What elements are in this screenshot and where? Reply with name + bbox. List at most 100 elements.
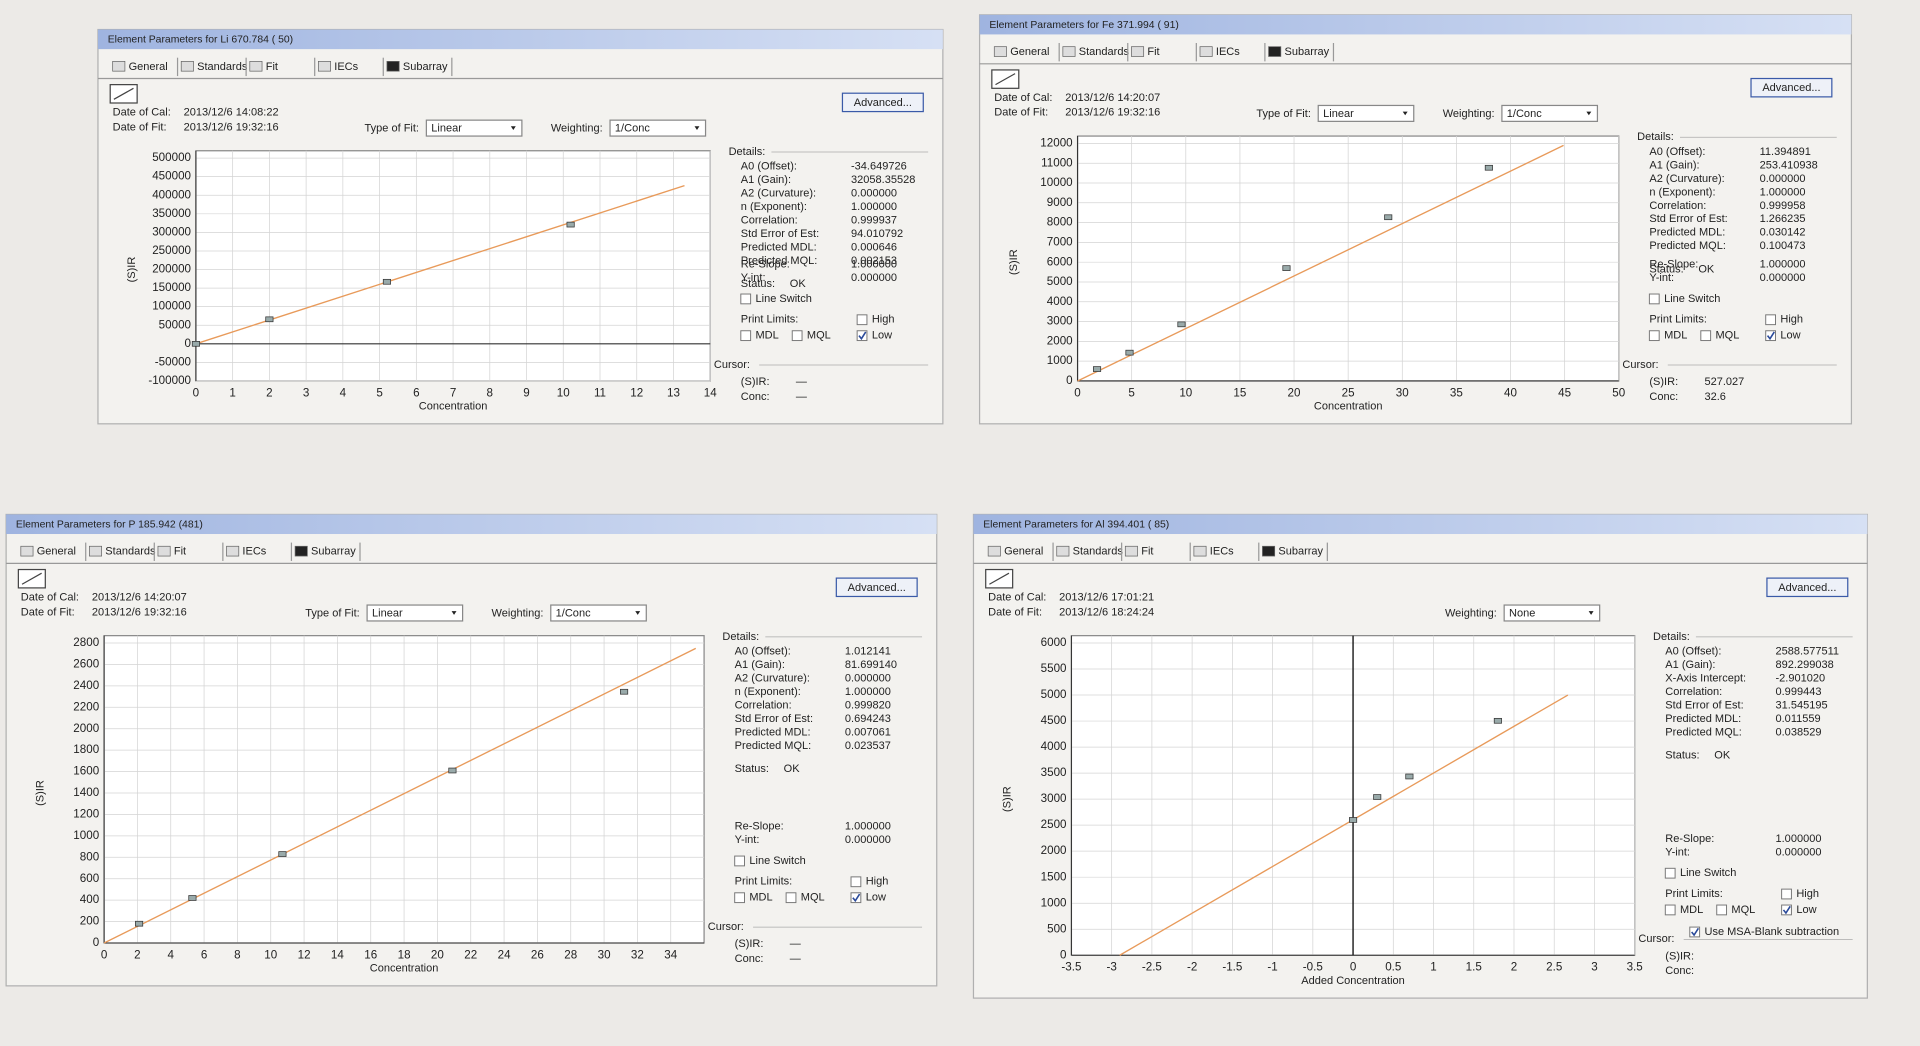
- tab[interactable]: IECs: [1193, 542, 1260, 561]
- high-checkbox[interactable]: [1765, 314, 1776, 326]
- tab-label: Subarray: [1284, 46, 1329, 58]
- label: Type of Fit:: [1256, 108, 1311, 120]
- label: Cursor:: [714, 359, 750, 371]
- weighting-dropdown[interactable]: 1/Conc: [609, 119, 707, 137]
- standard-point: [1092, 366, 1102, 372]
- x-tick-label: 14: [331, 948, 344, 961]
- mql-checkbox[interactable]: [791, 330, 803, 342]
- detail-value: 1.266235: [1760, 213, 1806, 225]
- tab-label: IECs: [242, 546, 266, 558]
- detail-value: 31.545195: [1776, 699, 1828, 711]
- fit-type-dropdown[interactable]: Linear: [425, 119, 523, 137]
- tab[interactable]: General: [993, 43, 1060, 62]
- high-checkbox[interactable]: [850, 876, 862, 888]
- tab[interactable]: Standards: [89, 542, 156, 561]
- y-tick-label: 500: [1047, 922, 1067, 935]
- label: High: [866, 876, 889, 888]
- line-switch-checkbox[interactable]: [1648, 293, 1660, 305]
- tab[interactable]: Fit: [249, 57, 316, 77]
- y-tick-label: 0: [1060, 948, 1067, 961]
- tab[interactable]: General: [112, 57, 179, 77]
- low-checkbox[interactable]: [1765, 330, 1776, 342]
- label: Re-Slope:: [735, 821, 784, 833]
- y-tick-label: 6000: [1047, 255, 1073, 268]
- label: Y-int:: [741, 272, 766, 284]
- tab[interactable]: Subarray: [294, 542, 361, 561]
- label: Print Limits:: [1665, 888, 1723, 900]
- line-switch-checkbox[interactable]: [1664, 867, 1676, 879]
- checkbox-box: [1664, 904, 1676, 916]
- checkbox-box: [740, 293, 752, 305]
- standard-point: [1484, 164, 1493, 171]
- status-value: OK: [790, 278, 807, 290]
- checkmark: [852, 893, 861, 903]
- date-fit: 2013/12/6 19:32:16: [184, 121, 279, 133]
- x-axis-label: Added Concentration: [1301, 975, 1404, 987]
- msa-checkbox[interactable]: [1689, 926, 1701, 938]
- high-checkbox[interactable]: [856, 314, 868, 326]
- mdl-checkbox[interactable]: [734, 892, 745, 904]
- label: Cursor:: [708, 921, 744, 933]
- tab[interactable]: Fit: [1124, 542, 1191, 561]
- y-tick-label: 0: [185, 337, 192, 350]
- detail-value: 0.999820: [845, 699, 891, 711]
- tab[interactable]: Standards: [180, 57, 248, 77]
- tab-label: IECs: [1210, 546, 1234, 558]
- high-checkbox[interactable]: [1781, 888, 1792, 900]
- x-tick-label: 34: [664, 948, 677, 961]
- y-tick-label: 6000: [1041, 636, 1067, 649]
- tab[interactable]: Subarray: [386, 57, 453, 77]
- tab[interactable]: General: [20, 542, 87, 561]
- y-tick-label: 1500: [1041, 870, 1067, 883]
- low-checkbox[interactable]: [850, 892, 862, 904]
- detail-value: 94.010792: [851, 228, 903, 240]
- label: Low: [872, 330, 892, 342]
- x-tick-label: 4: [168, 948, 175, 961]
- tab[interactable]: General: [987, 542, 1054, 561]
- y-tick-label: -50000: [155, 355, 192, 368]
- tab[interactable]: IECs: [226, 542, 293, 561]
- tab-icon: [294, 545, 308, 557]
- y-tick-label: 9000: [1047, 196, 1073, 209]
- advanced-button[interactable]: Advanced...: [841, 92, 924, 113]
- advanced-button[interactable]: Advanced...: [835, 577, 918, 598]
- tab[interactable]: IECs: [1199, 43, 1266, 62]
- line-switch-checkbox[interactable]: [740, 293, 752, 305]
- tab[interactable]: Subarray: [1262, 542, 1328, 561]
- x-tick-label: 12: [630, 386, 643, 399]
- mql-checkbox[interactable]: [1700, 330, 1712, 342]
- detail-label: n (Exponent):: [735, 686, 801, 698]
- tab[interactable]: Fit: [157, 542, 224, 561]
- detail-label: A0 (Offset):: [741, 161, 797, 173]
- standard-point: [278, 851, 287, 857]
- fit-type-dropdown[interactable]: Linear: [1317, 104, 1415, 122]
- weighting-dropdown[interactable]: 1/Conc: [1501, 104, 1599, 122]
- mql-checkbox[interactable]: [1716, 904, 1728, 916]
- detail-label: Correlation:: [741, 214, 798, 226]
- tab[interactable]: Fit: [1131, 43, 1197, 62]
- weighting-dropdown[interactable]: 1/Conc: [550, 604, 647, 622]
- tab[interactable]: IECs: [318, 57, 384, 77]
- x-tick-label: 20: [431, 948, 444, 961]
- mdl-checkbox[interactable]: [1648, 330, 1660, 342]
- weighting-dropdown[interactable]: None: [1503, 604, 1601, 622]
- tab[interactable]: Standards: [1056, 542, 1124, 561]
- low-checkbox[interactable]: [1781, 904, 1792, 916]
- mdl-checkbox[interactable]: [1664, 904, 1676, 916]
- line-switch-checkbox[interactable]: [734, 855, 745, 867]
- x-axis-label: Concentration: [419, 401, 488, 413]
- tab[interactable]: Subarray: [1268, 43, 1335, 62]
- fit-type-dropdown[interactable]: Linear: [366, 604, 464, 622]
- low-checkbox[interactable]: [856, 330, 868, 342]
- mql-checkbox[interactable]: [785, 892, 797, 904]
- checkmark: [1782, 905, 1791, 915]
- advanced-button[interactable]: Advanced...: [1750, 77, 1833, 98]
- mdl-checkbox[interactable]: [740, 330, 752, 342]
- tab[interactable]: Standards: [1062, 43, 1130, 62]
- advanced-button[interactable]: Advanced...: [1766, 577, 1849, 598]
- y-tick-label: 1000: [1041, 896, 1067, 909]
- detail-value: 1.000000: [851, 201, 897, 213]
- detail-label: Predicted MQL:: [1649, 240, 1726, 252]
- tab-icon: [318, 61, 331, 72]
- dropdown-arrow: [1588, 611, 1594, 615]
